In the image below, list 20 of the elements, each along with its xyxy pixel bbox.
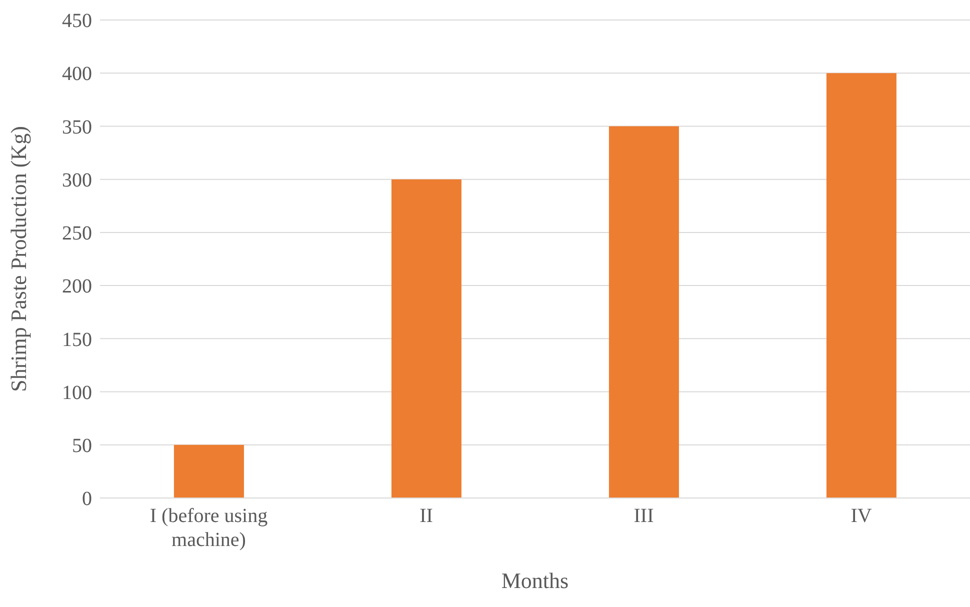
x-tick-label: II: [420, 505, 433, 527]
bar: [826, 73, 896, 498]
bar: [391, 179, 462, 498]
x-tick-label: I (before using machine): [150, 505, 268, 551]
y-tick-label: 50: [72, 434, 92, 457]
bar: [174, 444, 244, 498]
y-tick-label: 450: [62, 10, 92, 32]
y-tick-label: 100: [62, 382, 92, 404]
x-tick-label: IV: [850, 505, 872, 527]
y-tick-label: 0: [82, 488, 92, 510]
y-tick-label: 150: [62, 328, 92, 351]
x-axis-title: Months: [501, 568, 569, 593]
bar: [608, 126, 679, 498]
y-tick-label: 350: [62, 116, 92, 138]
y-tick-label: 300: [62, 169, 92, 192]
y-axis-title: Shrimp Paste Production (Kg): [6, 126, 31, 392]
y-tick-label: 200: [62, 276, 92, 298]
y-tick-label: 250: [62, 222, 92, 245]
y-tick-label: 400: [62, 63, 92, 86]
x-tick-label: III: [634, 505, 654, 527]
